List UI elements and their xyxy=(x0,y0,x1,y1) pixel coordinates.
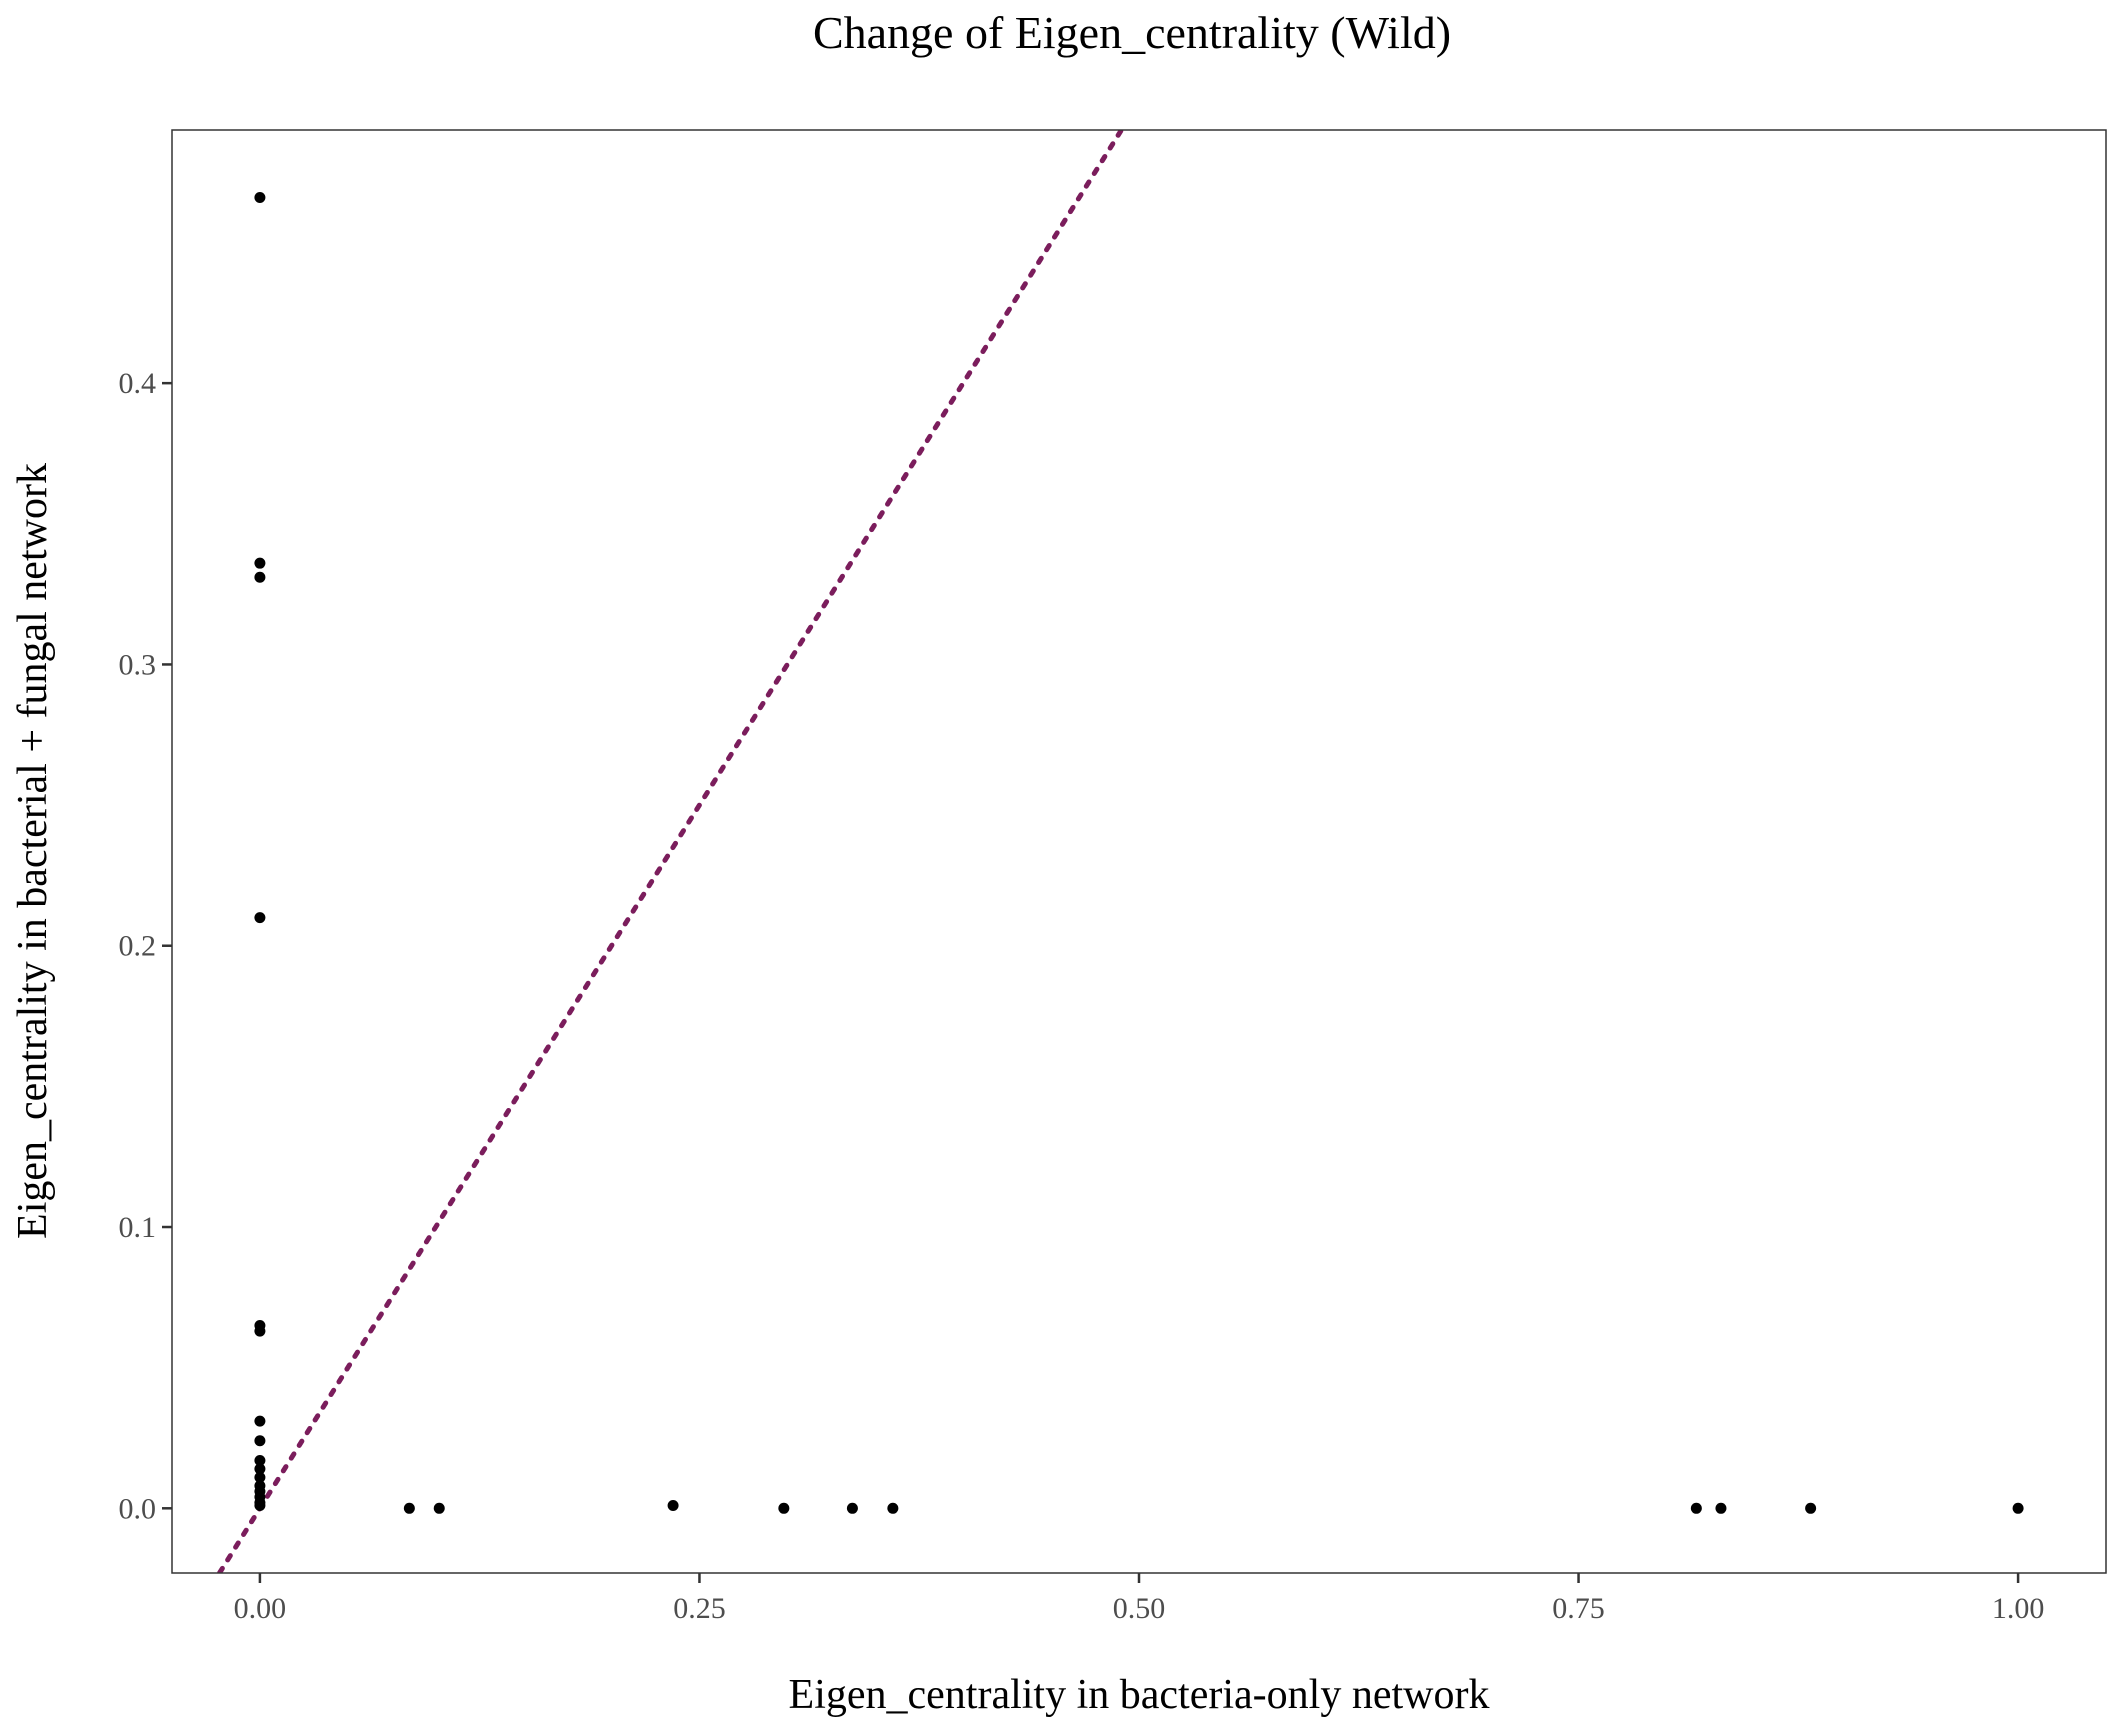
data-point-25 xyxy=(2012,1502,2024,1514)
x-tick-label-1: 0.25 xyxy=(673,1592,726,1625)
y-tick-label-3: 0.3 xyxy=(119,648,157,681)
data-point-6 xyxy=(254,1415,266,1427)
data-point-16 xyxy=(403,1502,415,1514)
y-tick-label-4: 0.4 xyxy=(119,367,157,400)
data-point-10 xyxy=(254,1471,266,1483)
data-point-19 xyxy=(778,1502,790,1514)
plot-panel-border xyxy=(171,129,2107,1574)
x-tick-label-2: 0.50 xyxy=(1113,1592,1166,1625)
data-point-17 xyxy=(433,1502,445,1514)
data-point-21 xyxy=(887,1502,899,1514)
data-point-18 xyxy=(667,1499,679,1511)
x-tick-label-4: 1.00 xyxy=(1992,1592,2045,1625)
data-point-1 xyxy=(254,557,266,569)
data-point-8 xyxy=(254,1454,266,1466)
data-point-22 xyxy=(1690,1502,1702,1514)
reference-line-y-equals-x xyxy=(216,130,1125,1573)
x-tick-label-0: 0.00 xyxy=(234,1592,287,1625)
chart-title: Change of Eigen_centrality (Wild) xyxy=(813,7,1451,58)
data-points xyxy=(254,192,2024,1514)
data-point-24 xyxy=(1805,1502,1817,1514)
x-axis: 0.00 0.25 0.50 0.75 1.00 xyxy=(234,1573,2045,1625)
data-point-7 xyxy=(254,1435,266,1447)
data-point-2 xyxy=(254,571,266,583)
y-tick-label-1: 0.1 xyxy=(119,1211,157,1244)
data-point-20 xyxy=(846,1502,858,1514)
data-point-5 xyxy=(254,1325,266,1337)
x-tick-label-3: 0.75 xyxy=(1552,1592,1605,1625)
plot-area xyxy=(216,130,2024,1573)
data-point-15 xyxy=(254,1499,266,1511)
y-tick-label-2: 0.2 xyxy=(119,930,157,963)
y-axis: 0.0 0.1 0.2 0.3 0.4 xyxy=(119,367,172,1525)
data-point-23 xyxy=(1715,1502,1727,1514)
y-tick-label-0: 0.0 xyxy=(119,1492,157,1525)
data-point-9 xyxy=(254,1463,266,1475)
x-axis-title: Eigen_centrality in bacteria-only networ… xyxy=(789,1672,1490,1718)
data-point-0 xyxy=(254,192,266,204)
data-point-3 xyxy=(254,912,266,924)
y-axis-title: Eigen_centrality in bacterial + fungal n… xyxy=(10,463,56,1239)
